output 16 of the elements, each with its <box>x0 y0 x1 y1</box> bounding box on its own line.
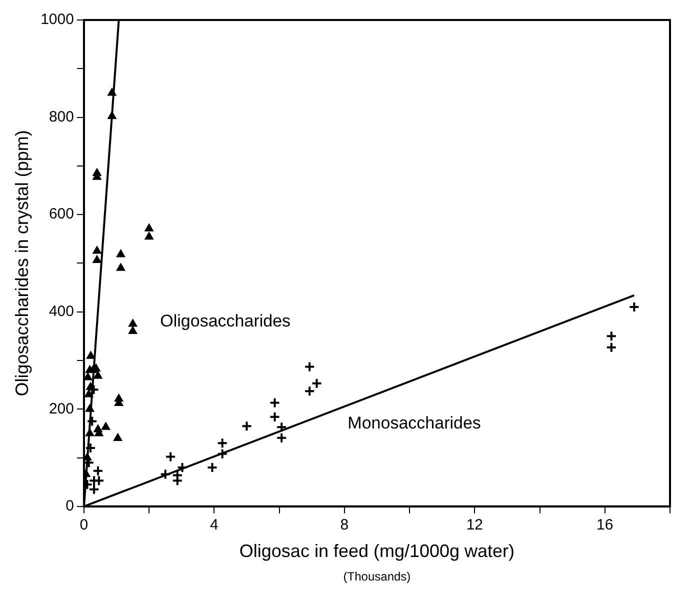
x-tick-label: 0 <box>80 516 88 534</box>
series-label: Oligosaccharides <box>160 311 291 330</box>
text: (Thousands) <box>343 569 411 584</box>
x-tick-label: 8 <box>340 516 349 534</box>
y-tick-label: 800 <box>48 108 74 126</box>
y-axis-title: Oligosaccharides in crystal (ppm) <box>12 130 32 396</box>
y-tick-label: 0 <box>66 498 74 515</box>
x-tick-label: 12 <box>466 516 483 534</box>
y-tick-label: 600 <box>48 206 74 223</box>
x-axis-title: Oligosac in feed (mg/1000g water) <box>239 541 515 562</box>
y-tick-label: 200 <box>48 400 74 418</box>
y-tick-label: 400 <box>48 302 74 320</box>
y-tick-label: 1000 <box>40 11 74 28</box>
x-tick-label: 16 <box>596 516 614 534</box>
text: Monosaccharides <box>348 413 481 432</box>
x-tick-label: 4 <box>210 516 218 534</box>
